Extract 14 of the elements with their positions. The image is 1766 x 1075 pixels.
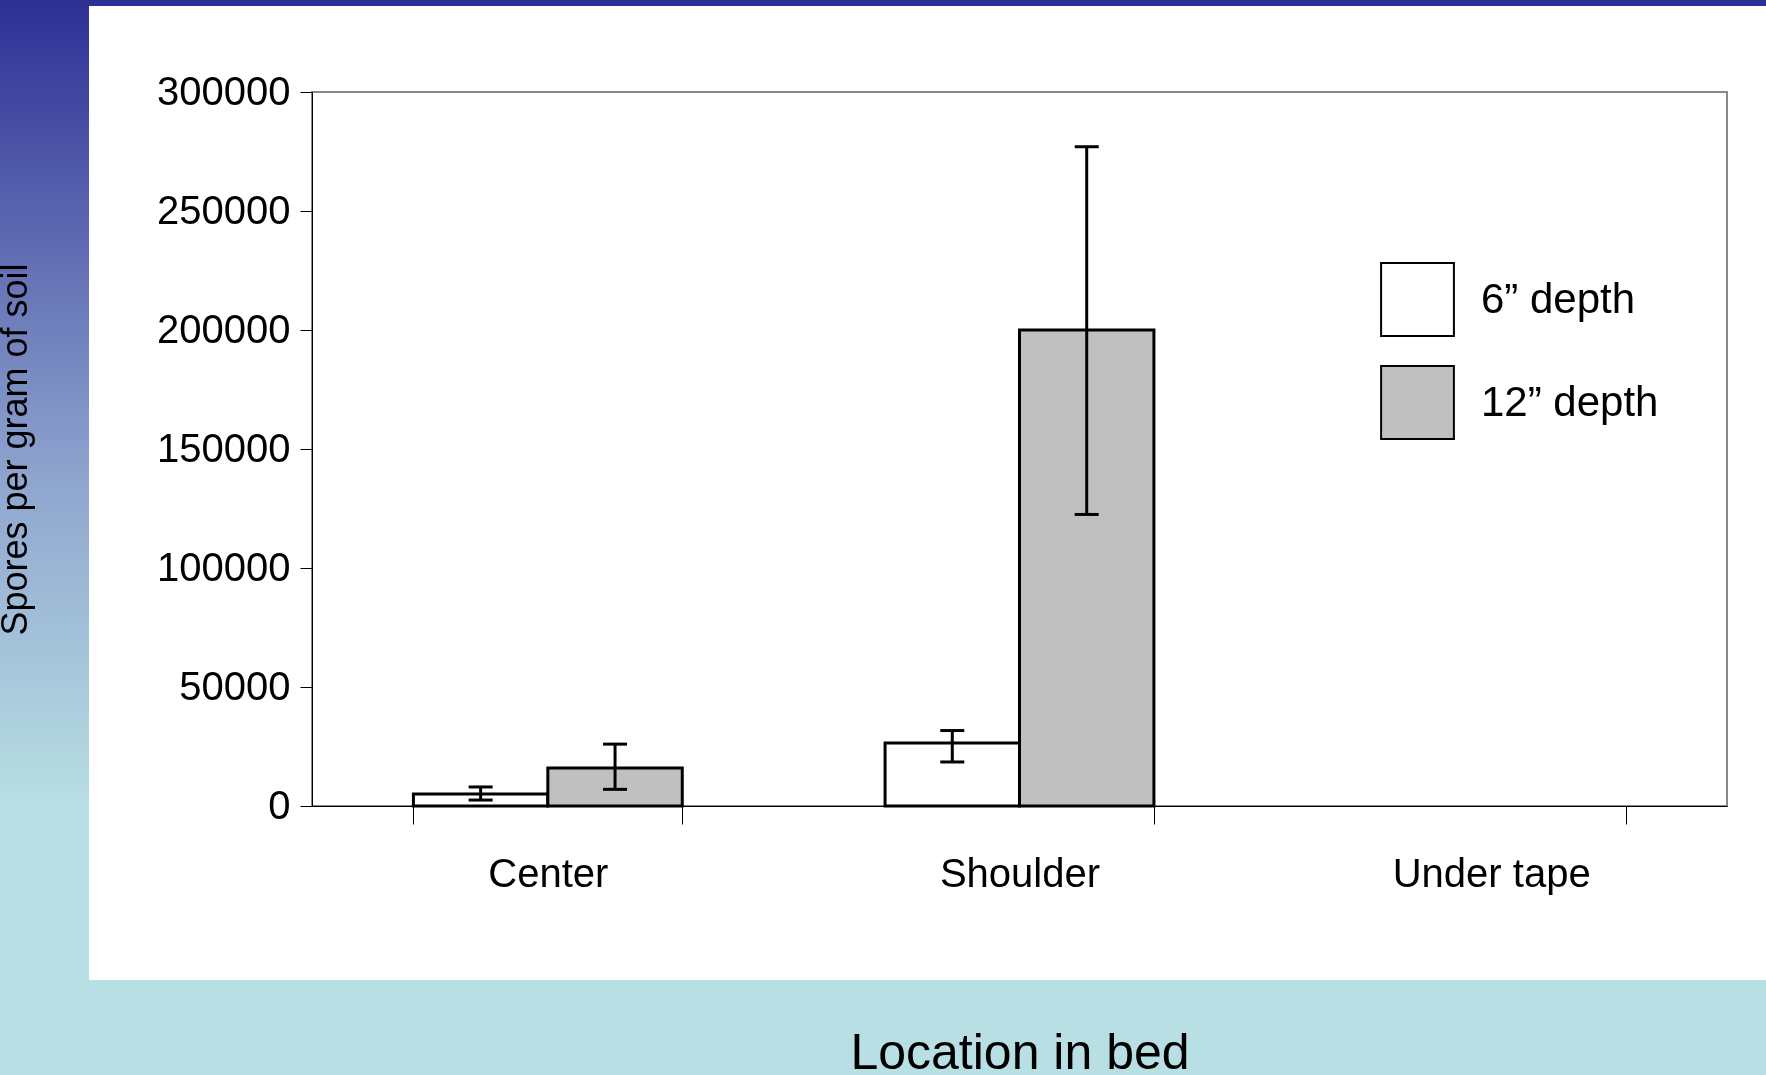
x-tick-label: Under tape — [1392, 850, 1591, 895]
y-tick-label: 0 — [268, 782, 291, 827]
y-tick-label: 150000 — [157, 425, 291, 470]
x-axis-title: Location in bed — [850, 1023, 1190, 1075]
y-axis-title: Spores per gram of soil — [0, 263, 35, 636]
y-tick-label: 300000 — [157, 68, 291, 113]
x-tick-label: Center — [488, 850, 609, 895]
legend-label: 12” depth — [1481, 377, 1659, 425]
y-tick-label: 50000 — [179, 663, 291, 708]
legend-label: 6” depth — [1481, 274, 1636, 322]
y-tick-label: 200000 — [157, 306, 291, 351]
y-tick-label: 250000 — [157, 187, 291, 232]
y-tick-label: 100000 — [157, 544, 291, 589]
x-tick-label: Shoulder — [939, 850, 1101, 895]
